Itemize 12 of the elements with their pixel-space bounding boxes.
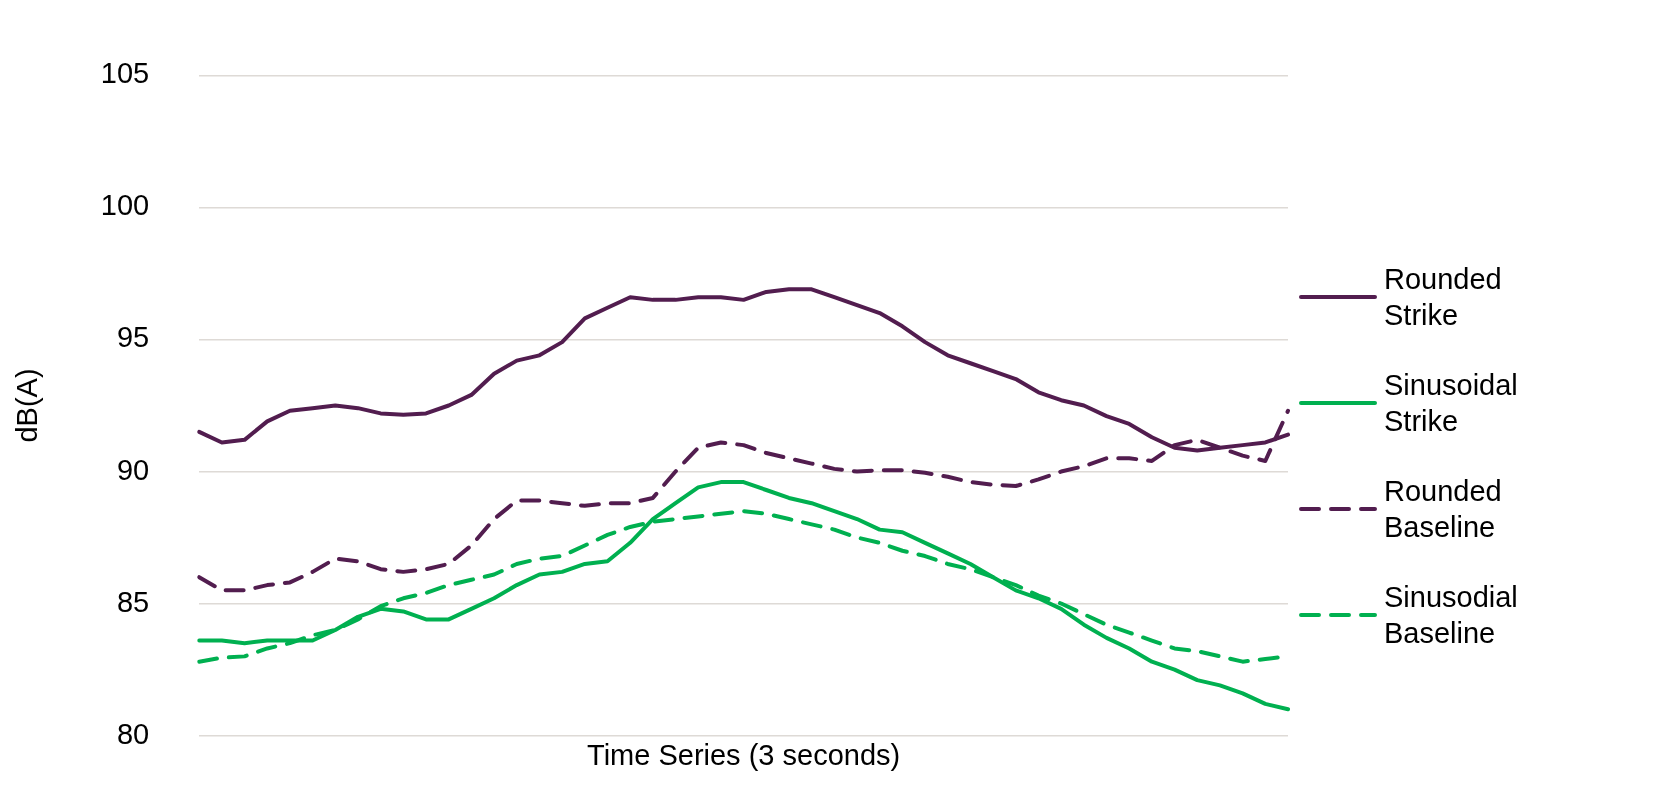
y-tick-label: 90 xyxy=(116,453,150,486)
legend-label: Sinusodial Baseline xyxy=(1384,579,1519,651)
y-tick-label: 100 xyxy=(100,189,150,222)
y-tick-label: 80 xyxy=(116,717,150,750)
x-axis-title: Time Series (3 seconds) xyxy=(586,739,901,771)
y-tick-label: 85 xyxy=(116,585,150,618)
legend-label: Rounded Strike xyxy=(1384,261,1503,333)
legend-label: Sinusoidal Strike xyxy=(1384,367,1519,439)
y-tick-label: 105 xyxy=(100,57,150,90)
legend-label: Rounded Baseline xyxy=(1384,473,1503,545)
y-axis-title: dB(A) xyxy=(11,368,44,443)
y-tick-label: 95 xyxy=(116,321,150,354)
